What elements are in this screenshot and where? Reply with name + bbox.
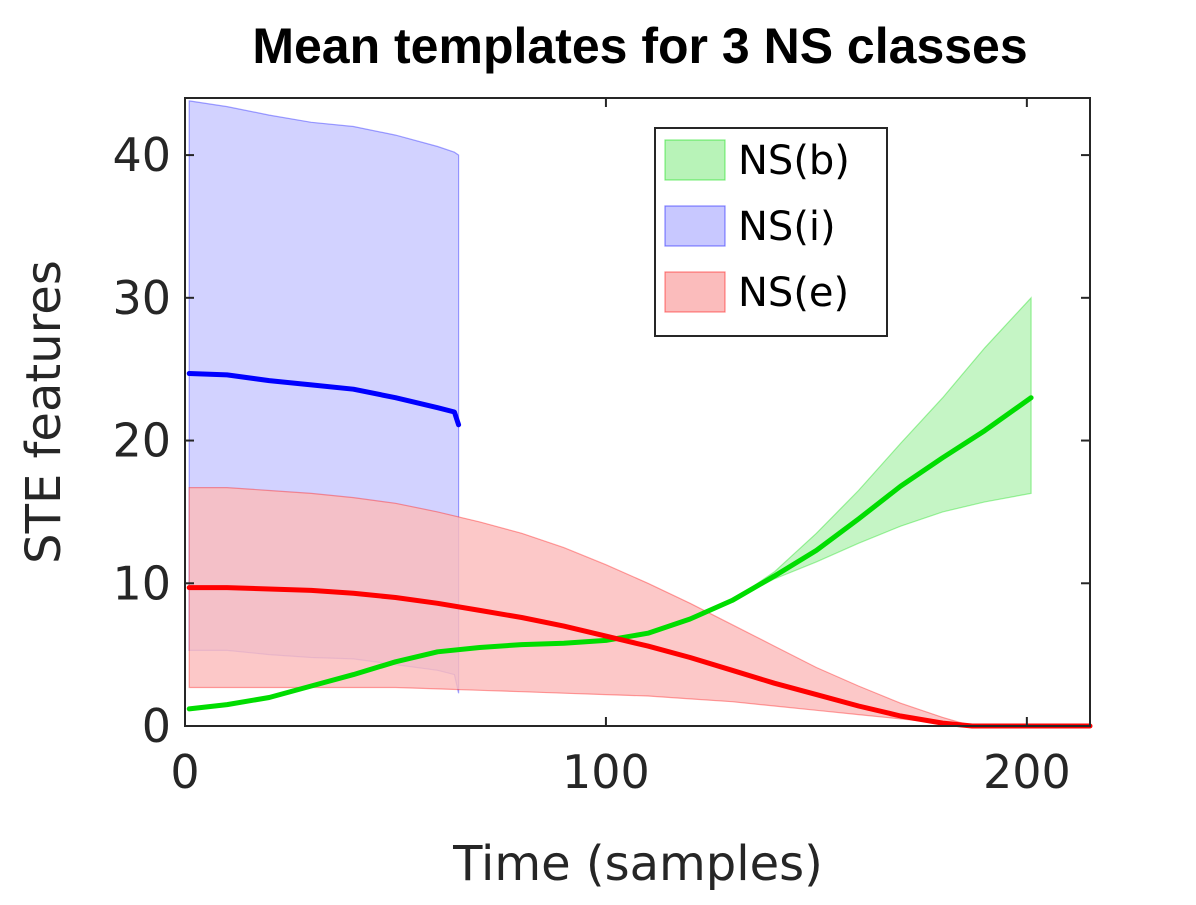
x-axis-ticks: 0 100 200 — [170, 98, 1071, 799]
legend-swatch-ns-i — [664, 205, 726, 247]
y-tick-label: 30 — [112, 271, 171, 325]
legend-label-ns-i: NS(i) — [738, 204, 836, 250]
y-tick-label: 20 — [112, 414, 171, 468]
x-tick-label: 200 — [983, 745, 1071, 799]
legend: NS(b) NS(i) NS(e) — [654, 127, 888, 337]
plot-frame — [184, 97, 1091, 727]
x-axis-label: Time (samples) — [452, 836, 823, 892]
line-ns-e — [186, 585, 1093, 729]
y-tick-label: 40 — [112, 128, 171, 182]
series-lines — [186, 371, 1093, 729]
legend-label-ns-e: NS(e) — [738, 270, 849, 316]
y-tick-label: 0 — [142, 699, 171, 753]
confidence-bands — [188, 100, 1090, 727]
x-tick-label: 0 — [170, 745, 199, 799]
legend-label-ns-b: NS(b) — [738, 138, 850, 184]
line-ns-b — [186, 395, 1034, 712]
y-axis-ticks: 0 10 20 30 40 — [112, 128, 1090, 753]
legend-swatch-ns-b — [664, 139, 726, 181]
legend-swatch-ns-e — [664, 271, 726, 313]
chart-title: Mean templates for 3 NS classes — [252, 18, 1027, 74]
line-ns-i — [186, 371, 462, 428]
x-tick-label: 100 — [562, 745, 650, 799]
y-tick-label: 10 — [112, 556, 171, 610]
y-axis-label: STE features — [16, 260, 72, 564]
